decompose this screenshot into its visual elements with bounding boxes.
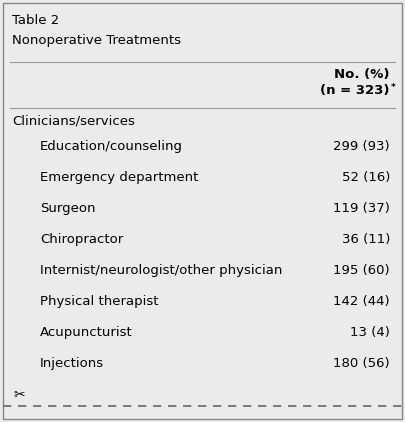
Text: Physical therapist: Physical therapist: [40, 295, 158, 308]
Text: 299 (93): 299 (93): [333, 140, 390, 153]
Text: *: *: [391, 83, 396, 92]
Text: Nonoperative Treatments: Nonoperative Treatments: [12, 34, 181, 47]
Text: ✂: ✂: [13, 388, 25, 402]
Text: 36 (11): 36 (11): [342, 233, 390, 246]
Text: Internist/neurologist/other physician: Internist/neurologist/other physician: [40, 264, 282, 277]
Text: 195 (60): 195 (60): [333, 264, 390, 277]
Text: Injections: Injections: [40, 357, 104, 370]
Text: Table 2: Table 2: [12, 14, 59, 27]
Text: 52 (16): 52 (16): [342, 171, 390, 184]
Text: 119 (37): 119 (37): [333, 202, 390, 215]
Text: Emergency department: Emergency department: [40, 171, 198, 184]
Text: Surgeon: Surgeon: [40, 202, 96, 215]
Text: 180 (56): 180 (56): [333, 357, 390, 370]
Text: Acupuncturist: Acupuncturist: [40, 326, 133, 339]
Text: Education/counseling: Education/counseling: [40, 140, 183, 153]
Text: (n = 323): (n = 323): [320, 84, 390, 97]
Text: Chiropractor: Chiropractor: [40, 233, 123, 246]
Text: Clinicians/services: Clinicians/services: [12, 115, 135, 128]
Text: No. (%): No. (%): [335, 68, 390, 81]
Text: 142 (44): 142 (44): [333, 295, 390, 308]
Text: 13 (4): 13 (4): [350, 326, 390, 339]
